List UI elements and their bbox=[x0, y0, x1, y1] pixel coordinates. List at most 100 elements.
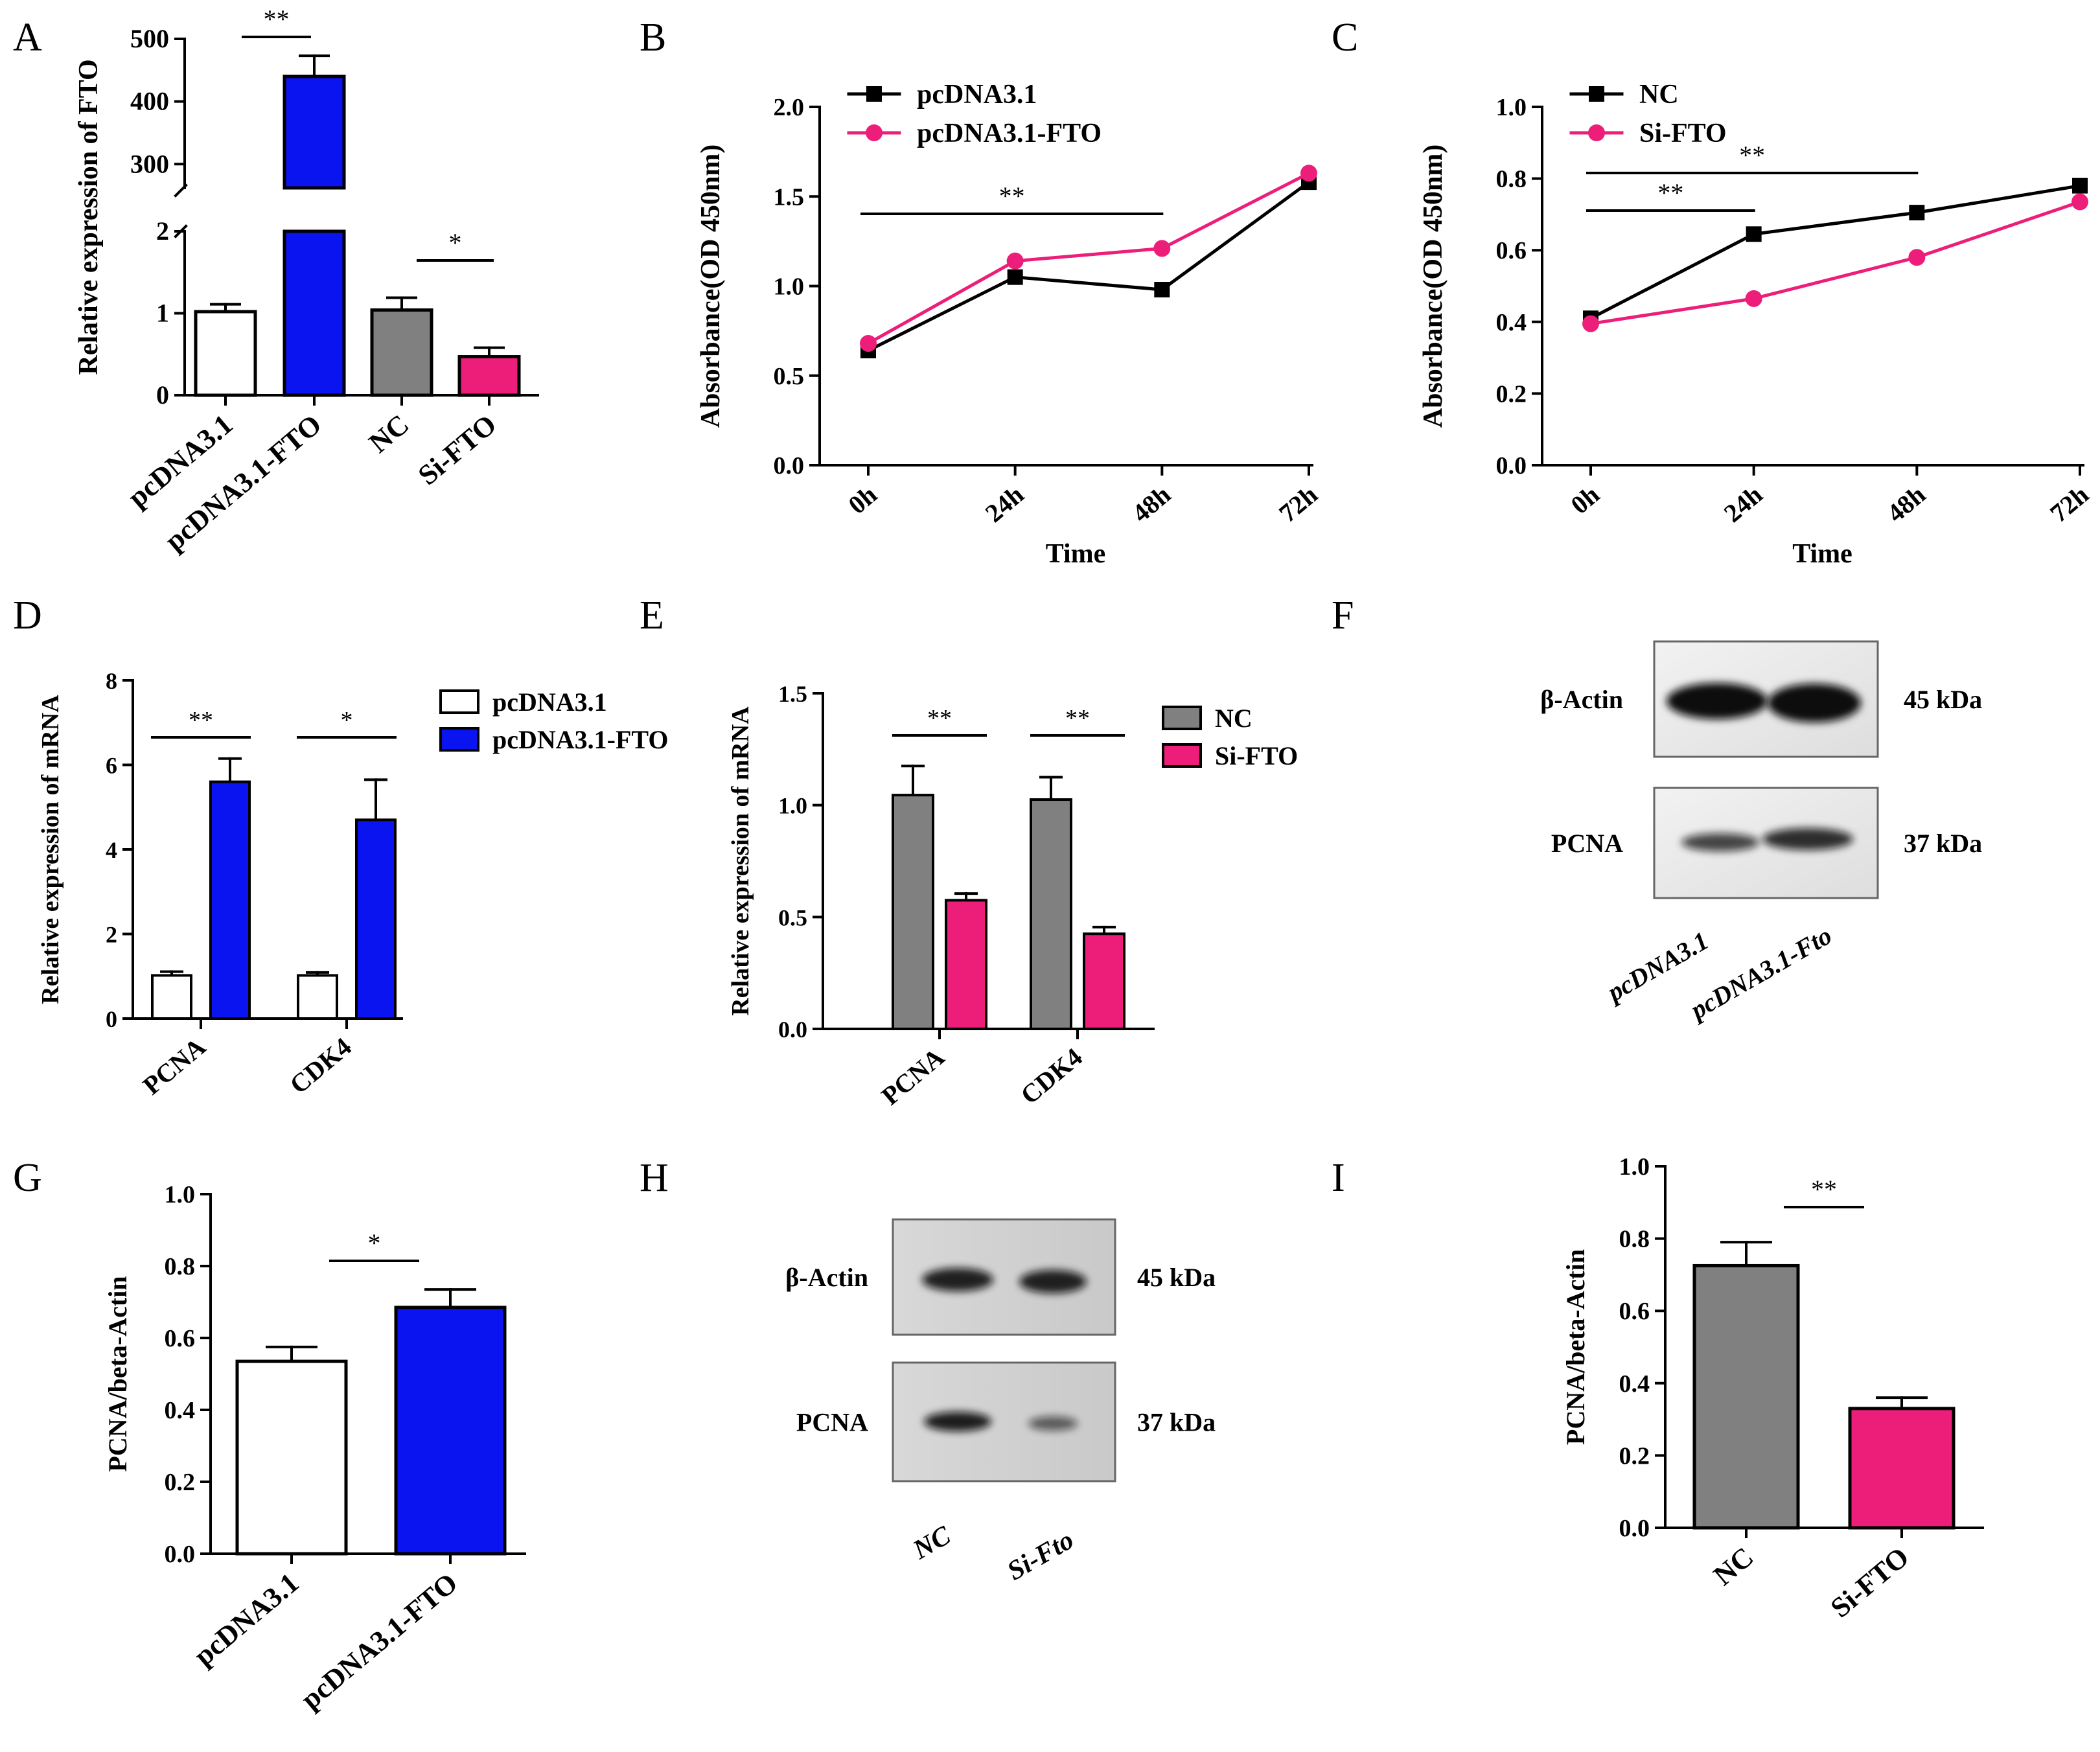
panel-label-H: H bbox=[640, 1156, 669, 1200]
data-point-pcDNA3.1-FTO bbox=[860, 334, 877, 352]
x-axis-label: Time bbox=[1792, 539, 1852, 569]
y-tick-label: 0.0 bbox=[774, 452, 805, 479]
y-tick-label: 0.4 bbox=[1619, 1370, 1650, 1398]
series-line-pcDNA3.1-FTO bbox=[867, 172, 1310, 345]
bar-pcDNA3.1-FTO-upper bbox=[283, 75, 346, 190]
blot-band bbox=[1019, 1270, 1087, 1293]
panel-label-I: I bbox=[1332, 1156, 1345, 1200]
y-tick-label: 0 bbox=[106, 1006, 117, 1032]
y-tick-label: 0.2 bbox=[165, 1469, 196, 1496]
y-tick-label: 500 bbox=[130, 24, 169, 53]
y-tick-label: 2 bbox=[106, 922, 117, 948]
x-tick-label: 72h bbox=[2044, 479, 2094, 527]
blot-lane-label: pcDNA3.1-Fto bbox=[1684, 921, 1837, 1026]
blot-size-label: 37 kDa bbox=[1904, 829, 1982, 858]
blot-H: β-Actin 45 kDa PCNA 37 kDa NC Si-Fto bbox=[785, 1218, 1216, 1587]
significance-label: ** bbox=[189, 707, 213, 734]
y-tick-label: 0 bbox=[156, 380, 169, 409]
blot-lane-label: NC bbox=[908, 1520, 956, 1565]
significance-label: ** bbox=[927, 705, 952, 732]
legend-label: pcDNA3.1 bbox=[917, 80, 1037, 110]
y-axis-label: Relative expression of mRNA bbox=[727, 706, 754, 1016]
legend-label: pcDNA3.1-FTO bbox=[917, 119, 1102, 148]
y-tick-label: 8 bbox=[106, 668, 117, 694]
data-point-NC bbox=[1909, 205, 1925, 221]
data-point-Si-FTO bbox=[2071, 193, 2088, 211]
y-tick-label: 1.0 bbox=[1496, 94, 1527, 121]
legend-marker bbox=[866, 86, 882, 102]
x-tick-label: 48h bbox=[1127, 479, 1177, 527]
legend-marker bbox=[866, 124, 883, 141]
panel-label-A: A bbox=[13, 16, 42, 60]
x-tick-label: pcDNA3.1-FTO bbox=[295, 1567, 463, 1715]
data-point-Si-FTO bbox=[1745, 290, 1762, 307]
data-point-pcDNA3.1-FTO bbox=[1300, 165, 1317, 182]
y-axis-label: PCNA/beta-Actin bbox=[103, 1276, 132, 1471]
y-tick-label: 0.6 bbox=[1496, 237, 1527, 264]
x-tick-label: Si-FTO bbox=[1825, 1541, 1915, 1624]
legend-swatch bbox=[1162, 706, 1202, 730]
bar-pcDNA3.1-FTO-CDK4 bbox=[355, 818, 397, 1020]
bar-pcDNA3.1-PCNA bbox=[151, 974, 192, 1020]
y-tick-label: 1.5 bbox=[774, 183, 805, 211]
y-tick-label: 4 bbox=[106, 837, 117, 863]
blot-band bbox=[1681, 833, 1759, 851]
y-tick-label: 0.0 bbox=[165, 1541, 196, 1568]
series-line-NC bbox=[1589, 184, 2081, 320]
legend-swatch bbox=[439, 689, 479, 714]
y-tick-label: 2 bbox=[156, 216, 169, 246]
axis-break-mark bbox=[174, 183, 188, 198]
blot-band bbox=[922, 1268, 993, 1291]
y-tick-label: 1.0 bbox=[778, 793, 807, 819]
y-tick-label: 300 bbox=[130, 149, 169, 178]
x-tick-label: PCNA bbox=[137, 1032, 211, 1100]
bar-NC-CDK4 bbox=[1030, 798, 1072, 1030]
legend-marker bbox=[1588, 124, 1605, 141]
bar-pcDNA3.1-FTO bbox=[283, 229, 346, 397]
y-tick-label: 0.6 bbox=[1619, 1298, 1650, 1325]
bar-Si-FTO-PCNA bbox=[945, 899, 987, 1031]
legend-label: Si-FTO bbox=[1215, 741, 1298, 770]
panel-label-C: C bbox=[1332, 16, 1358, 60]
significance-label: * bbox=[368, 1228, 381, 1258]
y-tick-label: 1.0 bbox=[1619, 1153, 1650, 1181]
data-point-Si-FTO bbox=[1582, 315, 1599, 332]
panel-label-B: B bbox=[640, 16, 666, 60]
series-line-pcDNA3.1 bbox=[867, 181, 1310, 352]
bar-NC bbox=[370, 308, 433, 397]
legend-marker bbox=[1589, 86, 1604, 102]
y-axis-label: Absorbance(OD 450nm) bbox=[1418, 144, 1448, 428]
panel-label-G: G bbox=[13, 1156, 42, 1200]
x-tick-label: CDK4 bbox=[284, 1032, 356, 1099]
legend-swatch bbox=[439, 727, 479, 752]
bar-NC bbox=[1692, 1263, 1800, 1530]
x-tick-label: 0h bbox=[1565, 479, 1604, 520]
panel-label-D: D bbox=[13, 594, 42, 638]
blot-band bbox=[1667, 683, 1768, 719]
x-tick-label: PCNA bbox=[876, 1042, 950, 1111]
bar-pcDNA3.1-FTO bbox=[394, 1306, 507, 1556]
chart-C: 0.0 0.2 0.4 0.6 0.8 1.0 0h 24h 48h 72h Time Absorba… bbox=[1418, 80, 2094, 569]
y-tick-label: 1.0 bbox=[165, 1181, 196, 1208]
legend-label: pcDNA3.1 bbox=[492, 687, 607, 717]
y-axis-label: Relative expression of mRNA bbox=[37, 695, 64, 1004]
data-point-pcDNA3.1-FTO bbox=[1153, 240, 1171, 257]
legend-swatch bbox=[1162, 743, 1202, 768]
y-tick-label: 0.5 bbox=[774, 363, 805, 390]
legend-label: NC bbox=[1215, 704, 1252, 733]
y-tick-label: 1.5 bbox=[778, 681, 807, 707]
significance-label: ** bbox=[999, 181, 1025, 211]
y-tick-label: 0.0 bbox=[1619, 1515, 1650, 1542]
data-point-pcDNA3.1 bbox=[1007, 269, 1023, 285]
bar-pcDNA3.1-CDK4 bbox=[297, 974, 338, 1020]
x-tick-label: NC bbox=[1707, 1541, 1759, 1591]
x-tick-label: 0h bbox=[842, 479, 882, 520]
bar-Si-FTO bbox=[457, 355, 521, 397]
legend-label: pcDNA3.1-FTO bbox=[492, 725, 668, 754]
blot-size-label: 37 kDa bbox=[1137, 1408, 1216, 1437]
panel-labels: A B C D E F G H I bbox=[13, 16, 1358, 1200]
bar-pcDNA3.1 bbox=[194, 310, 257, 397]
significance-label: * bbox=[449, 228, 462, 257]
